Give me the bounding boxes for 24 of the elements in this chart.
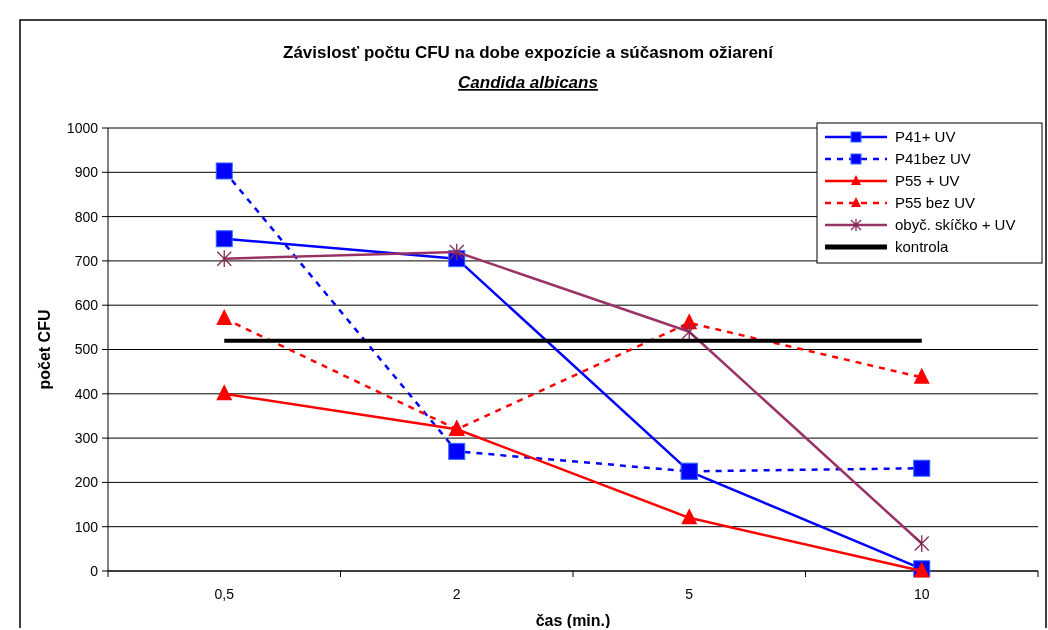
y-tick-label: 1000	[66, 119, 99, 136]
x-tick-label: 2	[452, 586, 461, 602]
y-tick-label: 500	[74, 341, 99, 358]
legend-label: P55 + UV	[895, 172, 960, 190]
y-tick-label: 600	[74, 297, 99, 314]
y-tick-label: 100	[74, 518, 99, 535]
x-tick-label: 5	[685, 586, 694, 602]
y-tick-label: 400	[74, 385, 99, 402]
y-tick-label: 800	[74, 208, 99, 225]
x-tick-label: 0,5	[214, 586, 235, 602]
chart-title: Závislosť počtu CFU na dobe expozície a súčasnom ožiarení	[283, 43, 775, 62]
legend-label: kontrola	[895, 238, 950, 256]
y-tick-label: 0	[90, 562, 99, 579]
chart-subtitle: Candida albicans	[458, 73, 598, 92]
legend-label: P41+ UV	[895, 128, 956, 146]
y-tick-label: 200	[74, 474, 99, 491]
y-tick-label: 300	[74, 430, 99, 446]
y-axis-title: počet CFU	[36, 309, 53, 390]
legend-label: P55 bez UV	[895, 194, 976, 212]
y-tick-label: 900	[74, 164, 99, 181]
legend-label: obyč. skíčko + UV	[895, 216, 1016, 234]
legend-label: P41bez UV	[895, 150, 971, 168]
y-tick-label: 700	[74, 252, 99, 269]
x-tick-label: 10	[913, 586, 930, 602]
